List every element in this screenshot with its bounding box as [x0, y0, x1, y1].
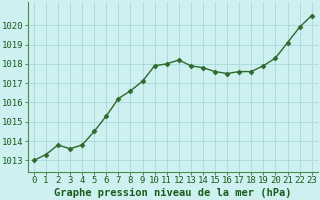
- X-axis label: Graphe pression niveau de la mer (hPa): Graphe pression niveau de la mer (hPa): [54, 188, 292, 198]
